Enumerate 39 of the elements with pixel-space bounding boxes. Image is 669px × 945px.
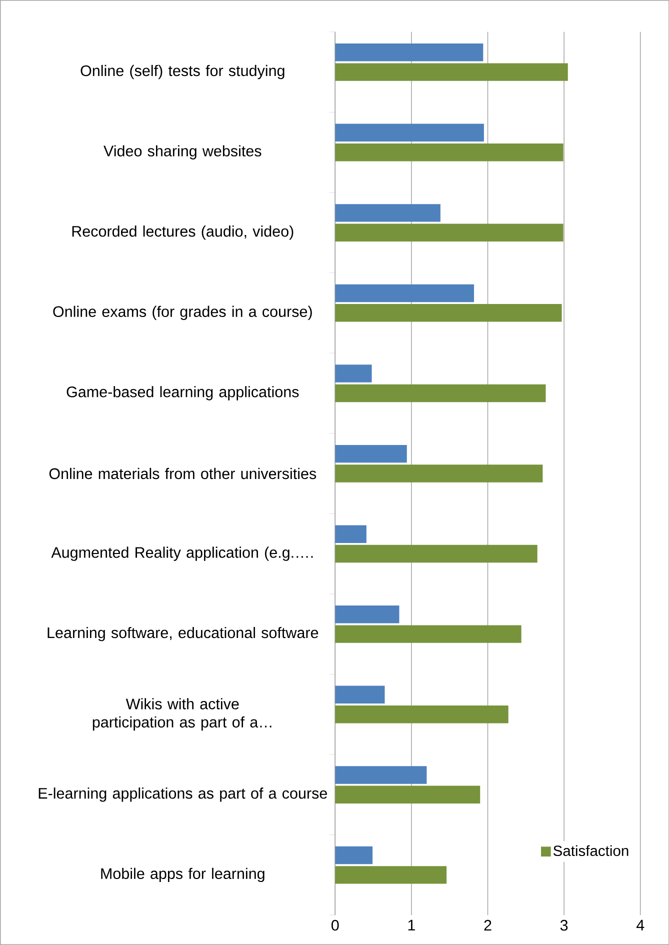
y-tick-label: E-learning applications as part of a course <box>38 788 327 802</box>
bar <box>334 464 543 482</box>
bar <box>334 686 385 704</box>
bar <box>334 766 427 784</box>
bar <box>334 544 538 563</box>
y-tick-label: Video sharing websites <box>103 145 262 160</box>
y-tick-label: Wikis with active participation as part of a… <box>92 698 272 731</box>
x-tick-label: 3 <box>560 920 568 931</box>
y-tick-label: Online materials from other universities <box>49 468 316 480</box>
bar <box>334 204 440 222</box>
bar <box>334 384 546 402</box>
x-tick-label: 0 <box>331 920 339 931</box>
y-tick-label: Recorded lectures (audio, video) <box>72 226 294 240</box>
bar <box>334 866 446 884</box>
bar <box>334 143 564 162</box>
bar <box>334 224 564 242</box>
bar <box>334 606 400 624</box>
y-tick-label: Learning software, educational software <box>48 626 318 642</box>
bar <box>334 124 484 142</box>
legend-label: Satisfaction <box>553 845 628 856</box>
y-tick-label: Online (self) tests for studying <box>80 64 284 80</box>
y-tick-label: Game-based learning applications <box>66 386 299 400</box>
bar <box>334 705 508 724</box>
bar <box>334 364 372 382</box>
x-tick-label: 2 <box>484 920 492 931</box>
y-tick-label: Mobile apps for learning <box>101 868 264 882</box>
y-tick-label: Augmented Reality application (e.g.…. <box>51 546 313 561</box>
bar <box>334 786 480 804</box>
y-tick-label: Online exams (for grades in a course) <box>53 306 312 320</box>
bar <box>334 525 366 543</box>
bar <box>334 284 474 302</box>
bar <box>334 44 484 62</box>
bar <box>334 63 568 81</box>
x-tick-label: 1 <box>408 920 415 930</box>
bar <box>334 304 562 322</box>
x-tick-label: 4 <box>636 920 644 930</box>
bar <box>334 625 522 643</box>
bar <box>334 846 372 864</box>
bar <box>334 444 407 463</box>
